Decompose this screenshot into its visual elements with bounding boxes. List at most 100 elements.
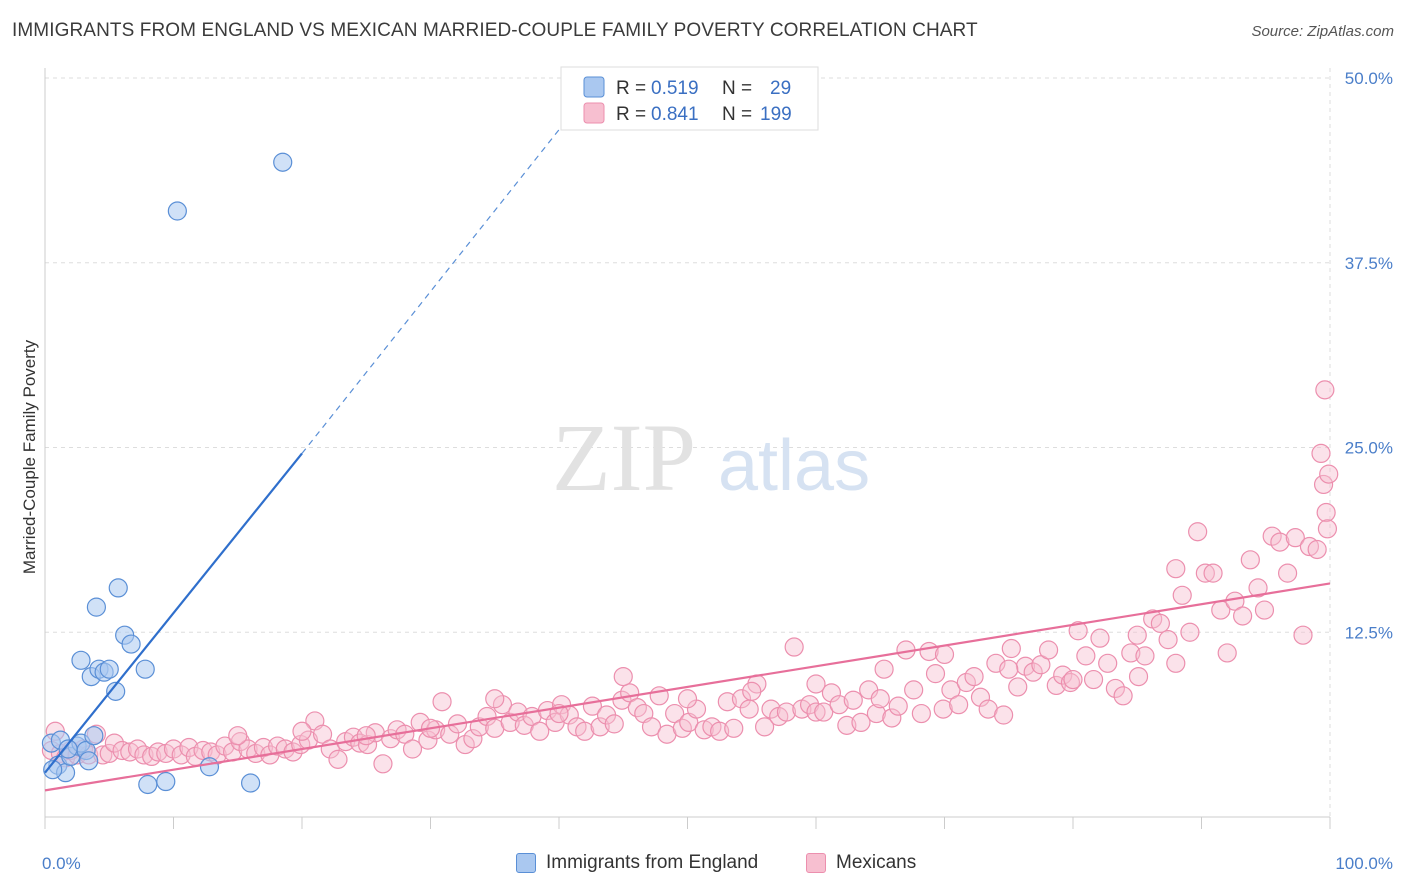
- mexicans-point: [724, 718, 744, 738]
- mexicans-point: [1031, 655, 1051, 675]
- x-tick-label-0: 0.0%: [42, 854, 81, 873]
- mexicans-point: [911, 703, 931, 724]
- mexicans-point: [1128, 666, 1149, 687]
- mexicans-point: [1248, 578, 1268, 598]
- england-point: [121, 634, 141, 654]
- watermark-atlas: atlas: [718, 426, 870, 506]
- legend-swatch-mexicans: [806, 853, 826, 873]
- mexicans-point: [485, 689, 505, 709]
- mexicans-point: [1015, 656, 1036, 676]
- england-point: [156, 771, 176, 792]
- mexicans-point: [215, 736, 235, 756]
- mexicans-point: [837, 715, 857, 735]
- mexicans-point: [677, 689, 698, 709]
- legend-swatch-pink: [583, 102, 605, 124]
- england-point: [108, 578, 128, 598]
- mexicans-point: [851, 712, 871, 733]
- england-point: [58, 739, 78, 759]
- mexicans-point: [806, 702, 826, 722]
- mexicans-point: [933, 699, 953, 719]
- mexicans-point: [739, 699, 759, 719]
- mexicans-point: [1307, 539, 1327, 560]
- legend-r-label-1: R =: [616, 78, 646, 99]
- mexicans-point: [994, 705, 1014, 725]
- mexicans-point: [665, 703, 685, 724]
- mexicans-point: [1090, 628, 1110, 648]
- mexicans-point: [163, 739, 184, 759]
- mexicans-point: [193, 740, 213, 761]
- england-point: [138, 774, 158, 795]
- mexicans-point: [641, 717, 662, 737]
- mexicans-point: [964, 666, 984, 687]
- mexicans-point: [888, 696, 908, 716]
- source-label: Source: ZipAtlas.com: [1251, 23, 1394, 40]
- mexicans-point: [925, 664, 946, 684]
- mexicans-point: [1311, 443, 1331, 464]
- legend-r-label-2: R =: [616, 104, 646, 125]
- mexicans-point: [148, 742, 168, 762]
- mexicans-point: [843, 690, 863, 710]
- mexicans-point: [604, 714, 624, 734]
- mexicans-point: [455, 734, 475, 755]
- legend-label-england: Immigrants from England: [546, 852, 759, 873]
- legend-r-value-1: 0.519: [651, 78, 699, 99]
- mexicans-point: [949, 695, 969, 715]
- mexicans-point: [1053, 665, 1073, 685]
- mexicans-point: [492, 695, 513, 715]
- mexicans-point: [1063, 669, 1083, 690]
- mexicans-point: [1270, 532, 1290, 552]
- england-points: [41, 152, 293, 795]
- mexicans-point: [1188, 522, 1208, 542]
- mexicans-point: [575, 721, 595, 741]
- mexicans-point: [328, 749, 348, 769]
- mexicans-point: [882, 708, 902, 728]
- mexicans-point: [469, 717, 489, 737]
- mexicans-point: [1203, 563, 1223, 583]
- y-tick-label-3: 50.0%: [1345, 69, 1393, 88]
- england-point: [43, 760, 63, 780]
- mexicans-point: [1195, 563, 1215, 583]
- mexicans-point: [1316, 502, 1336, 523]
- england-point: [241, 773, 261, 793]
- mexicans-point: [821, 683, 842, 703]
- mexicans-point: [1285, 528, 1305, 548]
- mexicans-point: [970, 687, 991, 707]
- england-point: [199, 757, 220, 777]
- mexicans-point: [814, 702, 834, 722]
- mexicans-point: [112, 740, 132, 761]
- legend-bottom: Immigrants from England Mexicans: [0, 852, 1406, 878]
- mexicans-point: [784, 637, 804, 657]
- mexicans-point: [1135, 646, 1155, 666]
- legend-swatch-england: [516, 853, 536, 873]
- x-tick-label-1: 100.0%: [1335, 854, 1393, 873]
- mexicans-point: [1293, 625, 1313, 645]
- mexicans-point: [1315, 380, 1335, 400]
- england-point: [167, 201, 187, 221]
- england-point: [79, 751, 99, 771]
- mexicans-point: [1240, 550, 1260, 570]
- mexicans-point: [1076, 646, 1096, 666]
- england-point: [106, 681, 126, 701]
- mexicans-point: [1023, 662, 1043, 682]
- legend-n-label-2: N =: [722, 104, 752, 125]
- mexicans-point: [432, 692, 452, 712]
- england-point: [86, 597, 107, 617]
- mexicans-point: [999, 659, 1019, 679]
- mexicans-point: [402, 739, 423, 759]
- mexicans-point: [874, 659, 894, 679]
- mexicans-point: [956, 672, 976, 693]
- mexicans-point: [463, 729, 483, 749]
- y-tick-label-0: 12.5%: [1345, 623, 1393, 642]
- chart-title: IMMIGRANTS FROM ENGLAND VS MEXICAN MARRI…: [12, 20, 978, 41]
- trend-lines: [44, 129, 1331, 792]
- mexicans-point: [1319, 464, 1339, 484]
- mexicans-point: [776, 702, 797, 722]
- watermark: ZIP atlas: [552, 404, 870, 511]
- mexicans-point: [253, 737, 274, 758]
- england-point: [99, 659, 119, 679]
- legend-label-mexicans: Mexicans: [836, 852, 917, 873]
- mexicans-point: [829, 695, 849, 715]
- england-point: [71, 650, 91, 670]
- mexicans-point: [134, 745, 154, 765]
- mexicans-point: [500, 712, 520, 733]
